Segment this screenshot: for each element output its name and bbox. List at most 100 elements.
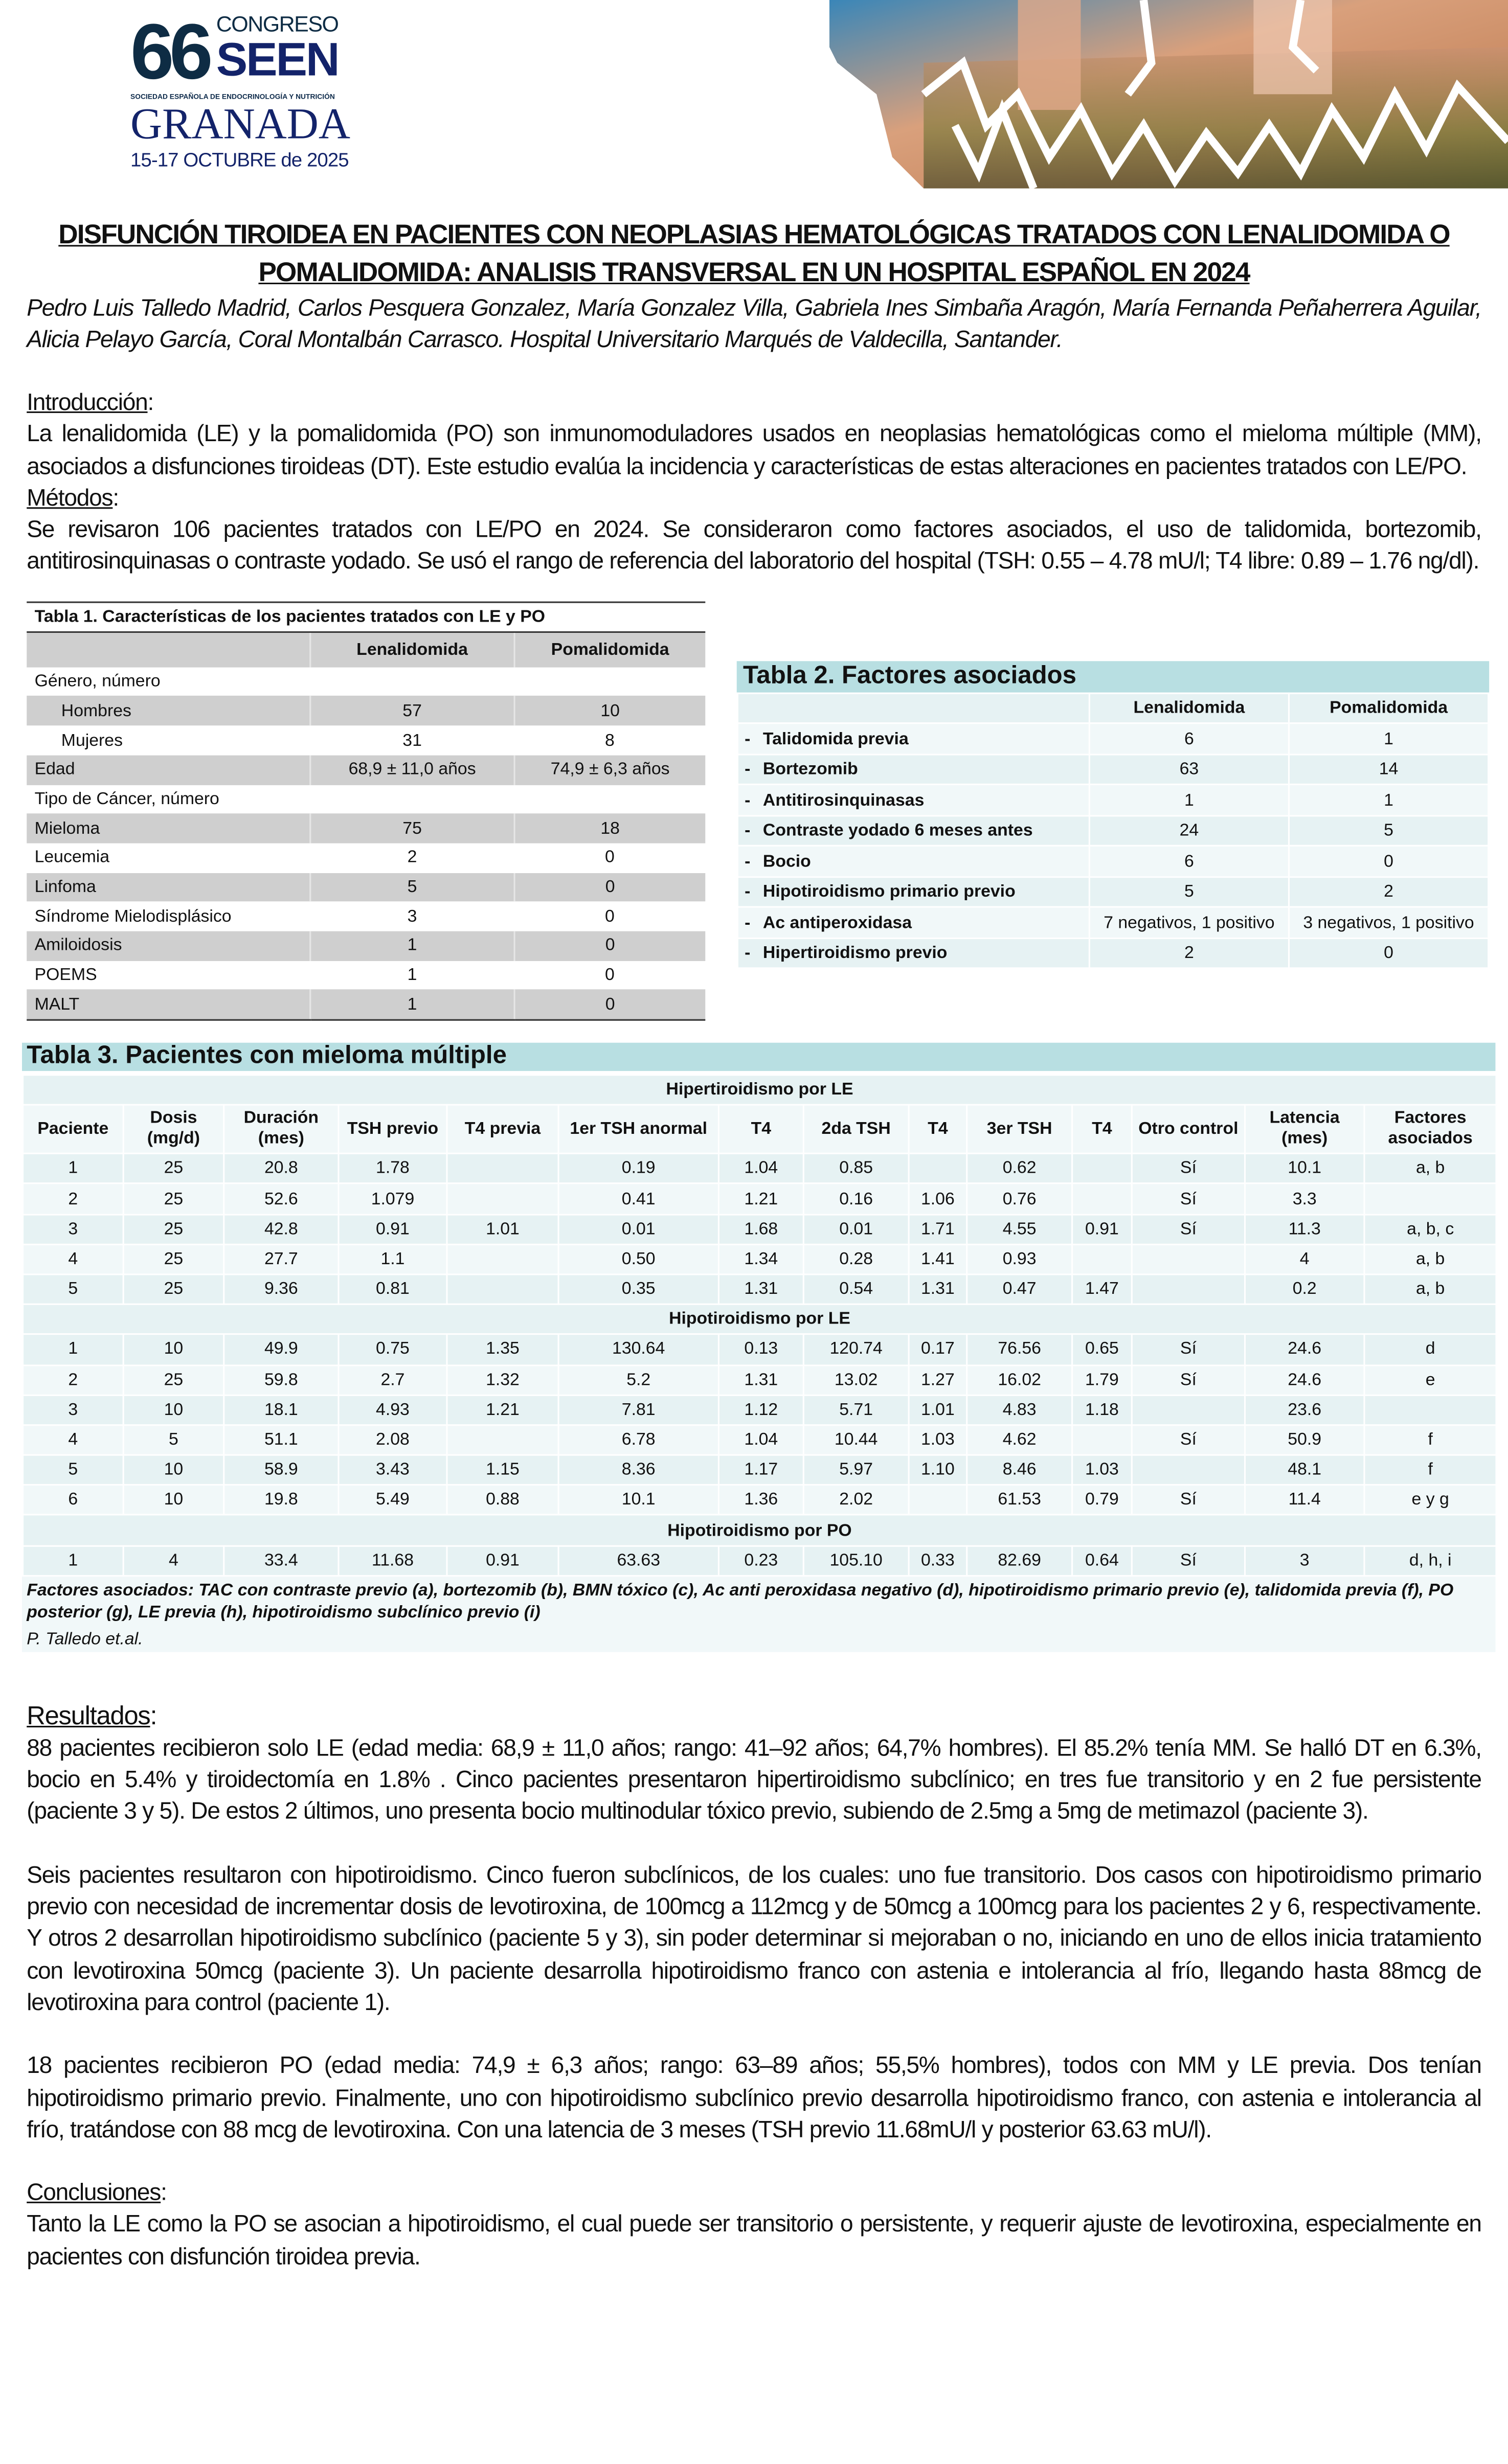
conclusions-text: Tanto la LE como la PO se asocian a hipo… <box>27 2211 1482 2271</box>
row-label: Leucemia <box>34 848 110 868</box>
pomalidomida-value: 10 <box>513 696 706 726</box>
logo-society: SOCIEDAD ESPAÑOLA DE ENDOCRINOLOGÍA Y NU… <box>130 93 335 101</box>
lenalidomida-value: 2 <box>407 848 417 868</box>
table-cell <box>1131 1243 1246 1275</box>
row-label-text: Hipotiroidismo primario previo <box>762 882 1016 902</box>
table-cell: 0.88 <box>446 1484 559 1516</box>
group-title: Hipotiroidismo por PO <box>22 1514 1498 1546</box>
table-cell: f <box>1363 1454 1498 1486</box>
bullet: - <box>745 729 751 748</box>
table-cell: 1.21 <box>717 1183 804 1215</box>
column-header: T4 <box>908 1104 968 1155</box>
table-cell: 2.7 <box>337 1364 448 1396</box>
table-cell: 1.03 <box>1071 1454 1133 1486</box>
table-row: Género, número <box>27 667 705 696</box>
table-cell: 50.9 <box>1244 1424 1365 1456</box>
table-cell: 0.01 <box>802 1213 910 1245</box>
table-cell: Sí <box>1131 1484 1246 1516</box>
intro-section: Introducción: La lenalidomida (LE) y la … <box>27 388 1482 579</box>
lenalidomida-value: 63 <box>1088 753 1290 786</box>
table-cell: 1 <box>22 1544 124 1577</box>
table-cell: Sí <box>1131 1334 1246 1366</box>
table-row: POEMS 1 0 <box>27 961 705 990</box>
table-cell: 18.1 <box>223 1394 340 1426</box>
table-cell: 1 <box>22 1334 124 1366</box>
table-cell <box>1071 1243 1133 1275</box>
column-header: T4 previa <box>446 1104 559 1155</box>
table-row: Leucemia 2 0 <box>27 843 705 872</box>
table-cell: 10 <box>122 1454 225 1486</box>
table-cell: 20.8 <box>223 1153 340 1185</box>
row-label: - Hipertiroidismo previo <box>736 937 1090 970</box>
patient-row: 1 10 49.9 0.75 1.35 130.64 0.13 120.74 0.17 76.56… <box>22 1334 1498 1366</box>
table-cell: 82.69 <box>966 1544 1073 1577</box>
column-header <box>736 692 1090 724</box>
table-row: Mieloma 75 18 <box>27 813 706 843</box>
table-cell: 49.9 <box>223 1334 340 1366</box>
row-label: - Bocio <box>736 845 1090 878</box>
pomalidomida-value: 0 <box>1288 845 1490 878</box>
table-cell: 1.32 <box>446 1364 559 1396</box>
table-cell: 1.10 <box>908 1454 968 1486</box>
table-cell: 0.91 <box>446 1544 559 1577</box>
logo-city: GRANADA <box>130 100 351 149</box>
group-header-row: Hipotiroidismo por PO <box>22 1514 1498 1546</box>
logo-top-row: 66 CONGRESO SEEN <box>130 8 397 96</box>
logo-dates: 15-17 OCTUBRE de 2025 <box>130 149 349 171</box>
table-cell: 1.78 <box>337 1153 448 1185</box>
table-row: - Contraste yodado 6 meses antes 24 5 <box>736 814 1490 847</box>
table-row: Edad 68,9 ± 11,0 años 74,9 ± 6,3 años <box>27 755 706 785</box>
table-cell: 25 <box>122 1153 225 1185</box>
table-cell: 0.28 <box>802 1243 910 1275</box>
patient-row: 3 25 42.8 0.91 1.01 0.01 1.68 0.01 1.71 4.55 0.91 S… <box>22 1213 1498 1245</box>
table-1-header-row: Lenalidomida Pomalidomida <box>27 632 706 667</box>
row-label: - Ac antiperoxidasa <box>736 906 1090 939</box>
row-label: Hombres <box>27 696 310 726</box>
bullet: - <box>745 760 751 779</box>
table-cell: 10.1 <box>1244 1153 1365 1185</box>
table-cell: 2.08 <box>337 1424 448 1456</box>
bullet: - <box>745 821 751 840</box>
lenalidomida-value: 75 <box>309 813 514 843</box>
table-cell: 1.04 <box>717 1424 804 1456</box>
pomalidomida-value: 3 negativos, 1 positivo <box>1288 906 1490 939</box>
table-cell <box>1363 1183 1498 1215</box>
table-cell: 1.18 <box>1071 1394 1133 1426</box>
table-cell: 0.93 <box>966 1243 1073 1275</box>
column-header: Duración (mes) <box>223 1104 340 1155</box>
table-cell: Sí <box>1131 1424 1246 1456</box>
results-section: Resultados: 88 pacientes recibieron solo… <box>27 1699 1482 2290</box>
table-cell: 1.04 <box>717 1153 804 1185</box>
column-header: Pomalidomida <box>1288 692 1490 724</box>
lenalidomida-value: 1 <box>309 990 514 1021</box>
table-row: - Bocio 6 0 <box>736 845 1490 878</box>
table-cell: 42.8 <box>223 1213 340 1245</box>
patient-row: 1 4 33.4 11.68 0.91 63.63 0.23 105.10 0.33 82.69 0… <box>22 1544 1498 1577</box>
row-label-text: Talidomida previa <box>762 729 909 748</box>
row-label: POEMS <box>34 966 97 985</box>
table-cell: 4 <box>1244 1243 1365 1275</box>
table-cell <box>446 1273 559 1306</box>
table-cell: 1 <box>22 1153 124 1185</box>
pomalidomida-value <box>514 667 706 696</box>
table-cell: 0.01 <box>557 1213 719 1245</box>
table-cell: 4.93 <box>337 1394 448 1426</box>
table-cell: 0.16 <box>802 1183 910 1215</box>
table-cell: 25 <box>122 1273 225 1306</box>
lenalidomida-value: 1 <box>1088 784 1290 816</box>
column-header: Lenalidomida <box>309 632 514 667</box>
lenalidomida-value <box>310 667 514 696</box>
table-row: Mujeres 31 8 <box>27 726 705 755</box>
table-cell: 3 <box>22 1213 124 1245</box>
patient-row: 5 25 9.36 0.81 0.35 1.31 0.54 1.31 0.47 1.47 0.2 a,… <box>22 1273 1498 1306</box>
table-cell: 120.74 <box>802 1334 910 1366</box>
logo-number: 66 <box>130 8 213 96</box>
table-cell: 105.10 <box>802 1544 910 1577</box>
table-cell: 11.4 <box>1244 1484 1365 1516</box>
table-3: Tabla 3. Pacientes con mieloma múltiple … <box>22 1042 1498 1652</box>
row-label: Tipo de Cáncer, número <box>34 789 219 809</box>
table-cell: 1.31 <box>717 1273 804 1306</box>
table-cell: 5.2 <box>557 1364 719 1396</box>
table-cell <box>1071 1153 1133 1185</box>
